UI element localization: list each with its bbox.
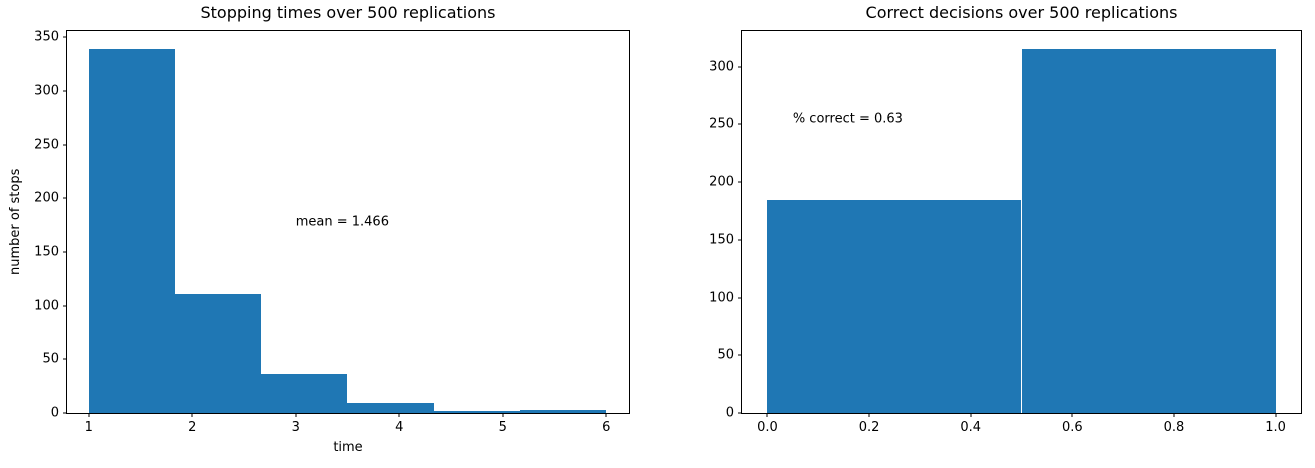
y-tick-label: 300 xyxy=(34,83,59,99)
left-chart-ylabel: number of stops xyxy=(8,168,23,276)
y-tick-label: 200 xyxy=(709,174,734,190)
y-tick-label: 100 xyxy=(709,290,734,306)
x-tick-mark xyxy=(191,413,193,417)
x-tick-label: 5 xyxy=(498,420,507,435)
x-tick-mark xyxy=(1275,413,1277,417)
x-tick-mark xyxy=(766,413,768,417)
y-tick-mark xyxy=(738,239,742,241)
x-tick-mark xyxy=(295,413,297,417)
y-tick-label: 300 xyxy=(709,59,734,75)
x-tick-label: 3 xyxy=(291,420,300,435)
y-tick-mark xyxy=(738,412,742,414)
y-tick-mark xyxy=(738,123,742,125)
x-tick-label: 0.4 xyxy=(960,420,982,435)
y-tick-mark xyxy=(63,144,67,146)
right-plot-area: % correct = 0.63 0.0 0.2 0.4 0.6 0.8 1.0 0 50 10… xyxy=(709,30,1302,435)
y-tick-mark xyxy=(63,251,67,253)
y-tick-label: 100 xyxy=(34,298,59,314)
x-tick-label: 6 xyxy=(602,420,611,435)
y-tick-label: 200 xyxy=(34,190,59,206)
y-tick-label: 0 xyxy=(725,405,734,421)
x-tick-label: 0.6 xyxy=(1061,420,1083,435)
histogram-bar xyxy=(347,403,434,413)
x-tick-label: 1 xyxy=(84,420,93,435)
left-plot-area: mean = 1.466 1 2 3 4 5 6 0 50 100 150 200 250 300 350 xyxy=(34,30,630,435)
mean-annotation: mean = 1.466 xyxy=(295,214,389,230)
x-tick-mark xyxy=(398,413,400,417)
histogram-bar xyxy=(433,410,520,413)
x-tick-label: 2 xyxy=(188,420,197,435)
x-tick-label: 1.0 xyxy=(1265,420,1286,435)
x-tick-label: 4 xyxy=(395,420,404,435)
y-tick-mark xyxy=(738,354,742,356)
y-tick-mark xyxy=(63,412,67,414)
left-chart-xlabel: time xyxy=(333,440,363,455)
right-chart-axes: Correct decisions over 500 replications … xyxy=(709,4,1302,435)
y-tick-label: 50 xyxy=(42,351,59,367)
y-tick-label: 350 xyxy=(34,29,59,45)
histogram-bar xyxy=(519,409,607,413)
y-tick-mark xyxy=(738,66,742,68)
histogram-bar xyxy=(767,199,1022,413)
y-tick-mark xyxy=(63,36,67,38)
y-tick-mark xyxy=(63,358,67,360)
y-tick-mark xyxy=(738,181,742,183)
x-tick-mark xyxy=(88,413,90,417)
histogram-bar xyxy=(88,49,175,413)
y-tick-mark xyxy=(738,297,742,299)
left-chart-title: Stopping times over 500 replications xyxy=(200,3,496,23)
x-tick-mark xyxy=(1071,413,1073,417)
y-tick-label: 50 xyxy=(717,347,734,363)
y-tick-mark xyxy=(63,90,67,92)
left-chart-axes: Stopping times over 500 replications num… xyxy=(8,4,630,455)
histogram-bar xyxy=(174,293,262,413)
y-tick-label: 0 xyxy=(50,405,59,421)
y-tick-mark xyxy=(63,305,67,307)
x-tick-mark xyxy=(970,413,972,417)
x-tick-mark xyxy=(502,413,504,417)
x-tick-mark xyxy=(605,413,607,417)
x-tick-label: 0.0 xyxy=(757,420,778,435)
x-tick-mark xyxy=(868,413,870,417)
histogram-bar xyxy=(1021,49,1276,413)
x-tick-label: 0.2 xyxy=(858,420,880,435)
x-tick-mark xyxy=(1173,413,1175,417)
y-tick-label: 250 xyxy=(709,116,734,132)
x-tick-label: 0.8 xyxy=(1163,420,1185,435)
y-tick-mark xyxy=(63,197,67,199)
percent-correct-annotation: % correct = 0.63 xyxy=(792,111,903,127)
y-tick-label: 250 xyxy=(34,137,59,153)
y-tick-label: 150 xyxy=(709,232,734,248)
histogram-bar xyxy=(261,374,348,413)
y-tick-label: 150 xyxy=(34,244,59,260)
right-chart-title: Correct decisions over 500 replications xyxy=(865,3,1178,23)
